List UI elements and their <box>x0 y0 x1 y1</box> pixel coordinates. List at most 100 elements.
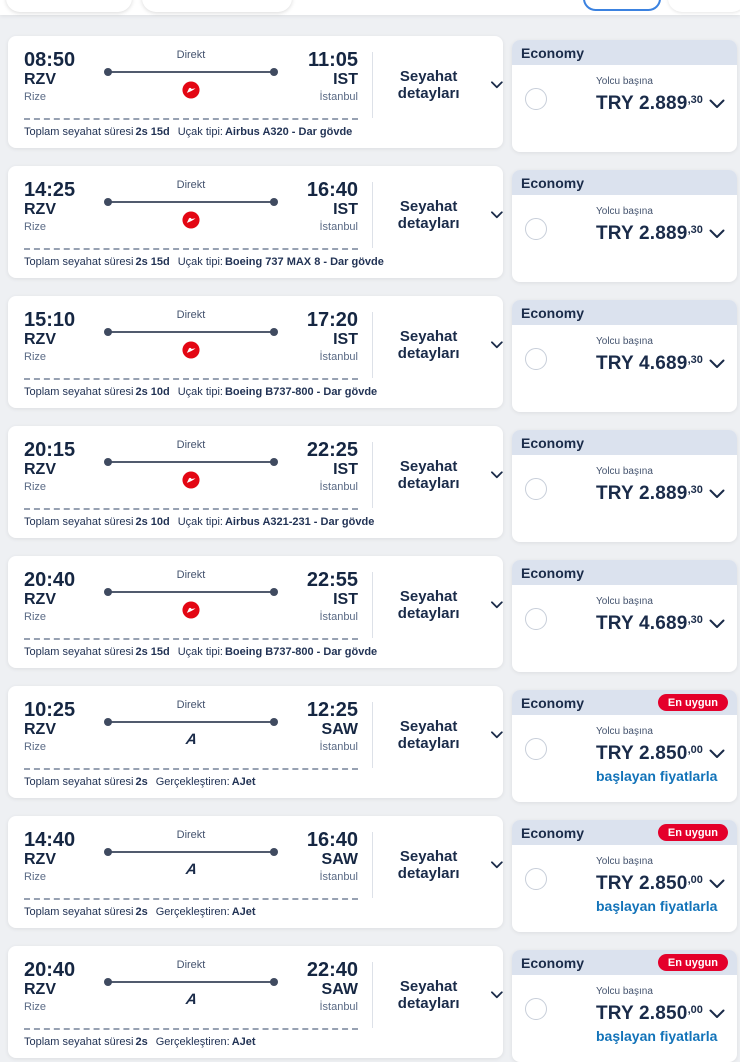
fare-option[interactable]: Yolcu başına TRY 2.889,30 <box>512 65 737 152</box>
travel-details-button[interactable]: Seyahat detayları <box>373 328 503 362</box>
path-dot-right <box>270 198 278 206</box>
stops-label: Direkt <box>176 179 206 191</box>
fare-panel: Economy Yolcu başına TRY 2.889,30 <box>512 40 737 152</box>
fare-radio-button[interactable] <box>525 608 547 630</box>
top-filter-chip[interactable] <box>6 0 132 12</box>
price-main: TRY 2.889 <box>596 93 688 114</box>
per-passenger-label: Yolcu başına <box>596 856 653 867</box>
expand-fare-chevron-icon[interactable] <box>709 357 725 372</box>
top-outline-button[interactable] <box>583 0 661 11</box>
price-block: Yolcu başına TRY 2.889,30 <box>596 466 703 506</box>
arrival-time: 22:55 <box>306 569 358 591</box>
arrival-time: 22:25 <box>306 439 358 461</box>
fare-option[interactable]: Yolcu başına TRY 4.689,30 <box>512 325 737 412</box>
chevron-down-icon <box>491 861 503 869</box>
expand-fare-chevron-icon[interactable] <box>709 617 725 632</box>
travel-details-button[interactable]: Seyahat detayları <box>373 978 503 1012</box>
expand-fare-chevron-icon[interactable] <box>709 487 725 502</box>
fare-radio-button[interactable] <box>525 998 547 1020</box>
per-passenger-label: Yolcu başına <box>596 466 653 477</box>
departure-block: 20:40 RZV Rize <box>24 569 96 624</box>
arrival-airport-code: IST <box>333 591 358 608</box>
fare-panel-header: Economy En uygun <box>512 950 737 975</box>
fare-radio-button[interactable] <box>525 348 547 370</box>
price-decimals: ,30 <box>687 484 703 496</box>
fare-radio-button[interactable] <box>525 738 547 760</box>
fare-panel-header: Economy <box>512 430 737 455</box>
fare-option[interactable]: Yolcu başına TRY 2.889,30 <box>512 195 737 282</box>
info-value: AJet <box>231 776 256 788</box>
flight-route: 15:10 RZV Rize Direkt <box>24 309 358 371</box>
fare-option[interactable]: Yolcu başına TRY 2.850,00 başlayan fiyat… <box>512 975 737 1062</box>
arrival-time: 11:05 <box>307 49 358 71</box>
flight-route: 14:25 RZV Rize Direkt <box>24 179 358 241</box>
top-filter-chip[interactable] <box>142 0 292 12</box>
flight-route: 08:50 RZV Rize Direkt <box>24 49 358 111</box>
top-filter-chip[interactable] <box>668 0 740 12</box>
arrival-time: 22:40 <box>306 959 358 981</box>
travel-details-button[interactable]: Seyahat detayları <box>373 848 503 882</box>
path-dot-left <box>104 848 112 856</box>
departure-city: Rize <box>24 1001 47 1013</box>
info-label: Gerçekleştiren: <box>155 1036 230 1048</box>
price-decimals: ,30 <box>687 354 703 366</box>
info-label: Gerçekleştiren: <box>155 906 230 918</box>
fare-radio-button[interactable] <box>525 218 547 240</box>
expand-fare-chevron-icon[interactable] <box>709 227 725 242</box>
flight-result-row: 14:40 RZV Rize Direkt A <box>8 816 740 932</box>
details-divider-column: Seyahat detayları <box>372 832 503 898</box>
stops-label: Direkt <box>176 959 206 971</box>
arrival-airport-code: IST <box>333 331 358 348</box>
chevron-down-icon <box>491 471 503 479</box>
arrival-city: İstanbul <box>319 221 358 233</box>
arrival-block: 22:40 SAW İstanbul <box>286 959 358 1014</box>
dashed-divider <box>24 508 358 510</box>
travel-details-button[interactable]: Seyahat detayları <box>373 588 503 622</box>
fare-option[interactable]: Yolcu başına TRY 4.689,30 <box>512 585 737 672</box>
dashed-divider <box>24 248 358 250</box>
details-divider-column: Seyahat detayları <box>372 182 503 248</box>
info-label: Gerçekleştiren: <box>155 776 230 788</box>
travel-details-button[interactable]: Seyahat detayları <box>373 68 503 102</box>
info-label: Uçak tipi: <box>177 386 223 398</box>
departure-time: 10:25 <box>24 699 76 721</box>
expand-fare-chevron-icon[interactable] <box>709 877 725 892</box>
arrival-airport-code: IST <box>333 71 358 88</box>
travel-details-button[interactable]: Seyahat detayları <box>373 198 503 232</box>
fare-price: TRY 2.850,00 <box>596 738 717 766</box>
fare-panel-header: Economy En uygun <box>512 820 737 845</box>
dashed-divider <box>24 118 358 120</box>
departure-block: 10:25 RZV Rize <box>24 699 96 754</box>
travel-details-button[interactable]: Seyahat detayları <box>373 718 503 752</box>
departure-block: 14:40 RZV Rize <box>24 829 96 884</box>
total-duration-label: Toplam seyahat süresi <box>24 776 134 788</box>
flight-result-row: 20:40 RZV Rize Direkt <box>8 556 740 672</box>
flight-info-line: Toplam seyahat süresi 2s 10d Uçak tipi: Air… <box>24 516 374 528</box>
flight-card: 08:50 RZV Rize Direkt <box>8 36 503 148</box>
price-decimals: ,30 <box>687 614 703 626</box>
info-value: AJet <box>231 1036 256 1048</box>
fare-panel: Economy En uygun Yolcu başına TRY 2.850,… <box>512 690 737 802</box>
total-duration-value: 2s 15d <box>135 646 170 658</box>
fare-radio-button[interactable] <box>525 868 547 890</box>
fare-radio-button[interactable] <box>525 88 547 110</box>
fare-radio-button[interactable] <box>525 478 547 500</box>
expand-fare-chevron-icon[interactable] <box>709 1007 725 1022</box>
departure-airport-code: RZV <box>24 71 56 88</box>
carrier-logo <box>104 211 278 229</box>
departure-airport-code: RZV <box>24 851 56 868</box>
expand-fare-chevron-icon[interactable] <box>709 747 725 762</box>
flight-result-row: 20:40 RZV Rize Direkt A <box>8 946 740 1062</box>
fare-option[interactable]: Yolcu başına TRY 2.850,00 başlayan fiyat… <box>512 715 737 802</box>
fare-option[interactable]: Yolcu başına TRY 2.850,00 başlayan fiyat… <box>512 845 737 932</box>
fare-option[interactable]: Yolcu başına TRY 2.889,30 <box>512 455 737 542</box>
travel-details-button[interactable]: Seyahat detayları <box>373 458 503 492</box>
price-decimals: ,30 <box>687 94 703 106</box>
travel-details-label: Seyahat detayları <box>397 588 460 622</box>
details-divider-column: Seyahat detayları <box>372 312 503 378</box>
per-passenger-label: Yolcu başına <box>596 726 653 737</box>
path-dot-left <box>104 458 112 466</box>
flight-summary: 15:10 RZV Rize Direkt <box>24 309 377 399</box>
flight-card: 20:40 RZV Rize Direkt <box>8 556 503 668</box>
expand-fare-chevron-icon[interactable] <box>709 97 725 112</box>
